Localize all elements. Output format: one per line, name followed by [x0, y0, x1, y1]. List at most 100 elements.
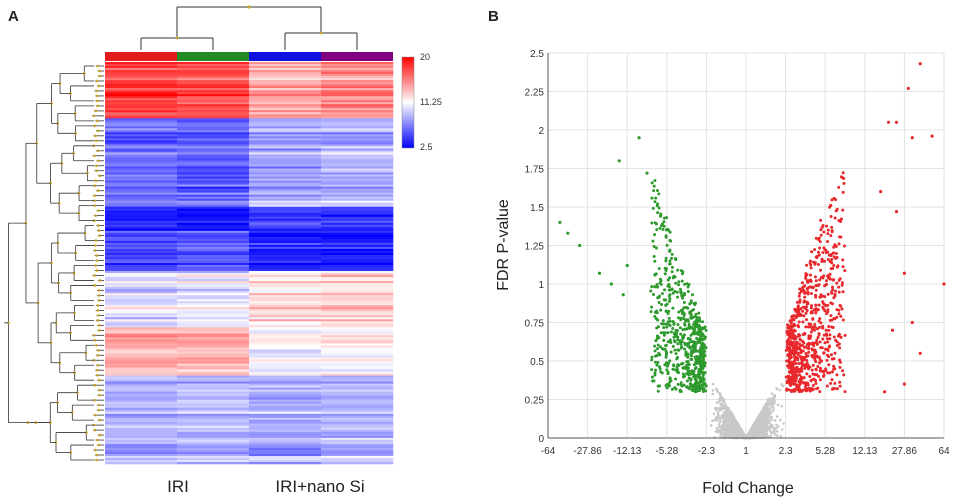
heatmap-cell: [177, 204, 250, 208]
heatmap-cell: [105, 375, 178, 378]
ns-point: [711, 389, 715, 392]
heatmap-cell: [321, 379, 394, 382]
heatmap-cell: [249, 110, 322, 113]
dendrogram-leaf: [94, 448, 97, 452]
down-regulated-point: [699, 335, 703, 339]
heatmap-cell: [177, 425, 250, 429]
down-regulated-point: [658, 345, 662, 349]
heatmap-cell: [177, 427, 250, 431]
heatmap-cell: [105, 383, 178, 386]
heatmap-cell: [177, 220, 250, 224]
heatmap-cell: [105, 275, 178, 278]
up-regulated-point: [802, 314, 806, 318]
down-regulated-point: [681, 372, 685, 376]
up-regulated-point: [797, 384, 801, 388]
heatmap-cell: [249, 459, 322, 463]
down-regulated-point: [664, 303, 668, 307]
heatmap-cell: [105, 405, 178, 409]
up-regulated-point: [814, 382, 818, 386]
heatmap-cell: [249, 357, 322, 360]
heatmap-cell: [321, 190, 394, 193]
up-regulated-point: [834, 256, 838, 260]
down-regulated-point: [667, 228, 671, 232]
down-regulated-point: [690, 345, 694, 349]
heatmap-cell: [321, 70, 394, 73]
ns-point: [778, 388, 782, 392]
heatmap-cell: [321, 252, 394, 256]
heatmap-cell: [249, 116, 322, 119]
dendrogram-leaf: [94, 134, 97, 138]
heatmap-cell: [177, 134, 250, 137]
heatmap-cell: [105, 94, 178, 97]
up-regulated-point: [816, 335, 820, 339]
heatmap-cell: [249, 431, 322, 435]
heatmap-cell: [105, 210, 178, 214]
heatmap-cell: [105, 136, 178, 139]
down-regulated-point: [661, 227, 665, 231]
heatmap-cell: [321, 405, 394, 409]
up-regulated-point: [817, 332, 821, 336]
heatmap-cell: [321, 214, 394, 218]
heatmap-cell: [249, 228, 322, 232]
down-regulated-point: [649, 289, 653, 293]
down-regulated-point: [687, 323, 691, 327]
up-regulated-point: [822, 307, 826, 311]
heatmap-cell: [105, 419, 178, 423]
heatmap-cell: [321, 92, 394, 95]
heatmap-cell: [105, 457, 178, 461]
heatmap-cell: [321, 431, 394, 435]
heatmap-cell: [321, 90, 394, 93]
up-regulated-point: [810, 311, 814, 315]
heatmap-cell: [177, 164, 250, 167]
down-regulated-point: [679, 346, 683, 350]
heatmap-cell: [321, 409, 394, 413]
heatmap-cell: [321, 228, 394, 232]
down-regulated-point: [664, 267, 668, 271]
heatmap-cell: [177, 403, 250, 407]
up-regulated-point: [830, 258, 834, 262]
heatmap-cell: [177, 357, 250, 360]
up-regulated-point: [791, 332, 795, 336]
heatmap-cell: [321, 461, 394, 465]
dendrogram-leaf: [96, 353, 100, 357]
down-regulated-point: [653, 259, 657, 263]
heatmap-cell: [177, 459, 250, 463]
down-regulated-point: [690, 371, 694, 375]
heatmap-cell: [249, 214, 322, 218]
up-regulated-point: [793, 359, 797, 363]
up-regulated-point: [823, 341, 827, 345]
ns-point: [723, 429, 727, 433]
up-regulated-point: [843, 244, 847, 248]
down-regulated-point: [668, 299, 672, 303]
dendrogram-leaf: [93, 428, 97, 432]
dendrogram-leaf: [93, 274, 96, 277]
ns-point: [774, 433, 777, 436]
heatmap-cell: [105, 281, 178, 284]
heatmap-cell: [321, 200, 394, 203]
down-regulated-point: [657, 192, 661, 196]
heatmap-cell: [321, 216, 394, 220]
heatmap-cell: [177, 419, 250, 423]
heatmap-cell: [105, 347, 178, 350]
heatmap-cell: [177, 311, 250, 314]
up-regulated-point: [830, 357, 834, 361]
heatmap-cell: [321, 224, 394, 228]
heatmap-cell: [105, 182, 178, 185]
down-regulated-point: [659, 331, 663, 335]
heatmap-cell: [249, 427, 322, 431]
up-regulated-point: [839, 217, 843, 221]
heatmap-cell: [177, 160, 250, 163]
down-regulated-point: [656, 189, 660, 193]
down-regulated-point: [702, 358, 706, 362]
down-regulated-point: [693, 315, 697, 319]
heatmap-cell: [105, 68, 178, 71]
down-regulated-point: [656, 389, 660, 393]
heatmap-cell: [177, 190, 250, 193]
heatmap-cell: [105, 367, 178, 370]
heatmap-cell: [177, 116, 250, 119]
heatmap-cell: [105, 72, 178, 75]
ns-point: [775, 415, 779, 418]
heatmap-cell: [249, 168, 322, 171]
ns-point: [780, 382, 783, 386]
up-regulated-point: [814, 279, 818, 283]
